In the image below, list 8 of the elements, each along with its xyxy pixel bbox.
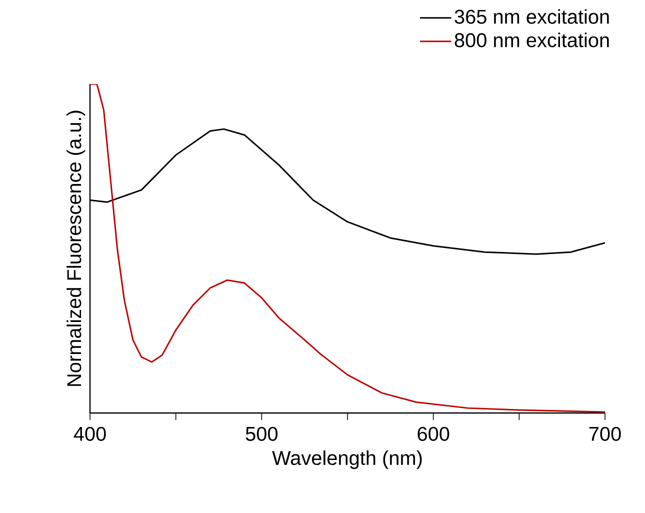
y-axis-title: Normalized Fluorescence (a.u.) (66, 110, 86, 386)
x-tick-label: 500 (246, 426, 278, 441)
x-tick-label: 600 (418, 426, 450, 441)
x-axis-title: Wavelength (nm) (272, 450, 422, 470)
x-tick-label: 400 (74, 426, 106, 441)
legend-label: 800 nm excitation (454, 32, 609, 48)
legend-label: 365 nm excitation (454, 9, 609, 24)
x-tick-label: 700 (589, 426, 621, 441)
